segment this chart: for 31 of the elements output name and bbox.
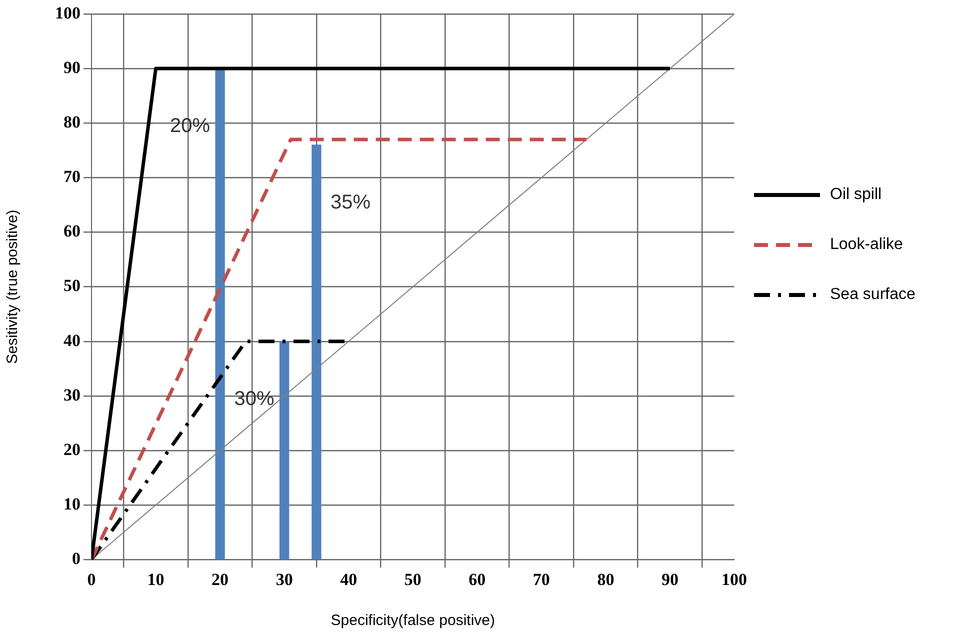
x-tick-label: 80: [597, 570, 614, 590]
y-tick-label: 60: [64, 222, 80, 241]
x-tick-label: 50: [404, 570, 422, 590]
bar: [215, 68, 225, 560]
x-tick-label: 30: [276, 570, 293, 590]
bar: [279, 341, 290, 560]
x-tick-label: 90: [661, 570, 678, 590]
y-tick-label: 10: [64, 494, 80, 514]
x-axis-title: Specificity(false positive): [330, 612, 495, 630]
legend-label: Look-alike: [830, 236, 903, 254]
y-tick-label: 80: [64, 112, 80, 132]
legend-label: Oil spill: [830, 186, 882, 204]
x-tick-label: 60: [468, 570, 486, 590]
y-tick-label: 30: [64, 385, 80, 404]
x-tick-label: 70: [532, 570, 550, 590]
y-tick-label: 90: [64, 58, 80, 77]
y-tick-label: 0: [72, 548, 80, 568]
annotation: 35%: [330, 191, 371, 214]
y-tick-label: 100: [55, 3, 80, 22]
x-tick-label: 100: [722, 570, 747, 590]
y-tick-label: 70: [64, 167, 80, 186]
x-tick-label: 40: [340, 570, 358, 590]
y-axis-title: Sesitivity (true positive): [4, 210, 22, 364]
legend-label: Sea surface: [830, 286, 916, 304]
y-tick-label: 40: [64, 330, 80, 350]
y-tick-label: 50: [64, 276, 80, 296]
x-tick-label: 0: [87, 570, 96, 590]
y-tick-label: 20: [64, 440, 80, 459]
x-tick-label: 10: [147, 570, 164, 590]
bar: [312, 144, 322, 560]
x-tick-label: 20: [212, 570, 229, 590]
